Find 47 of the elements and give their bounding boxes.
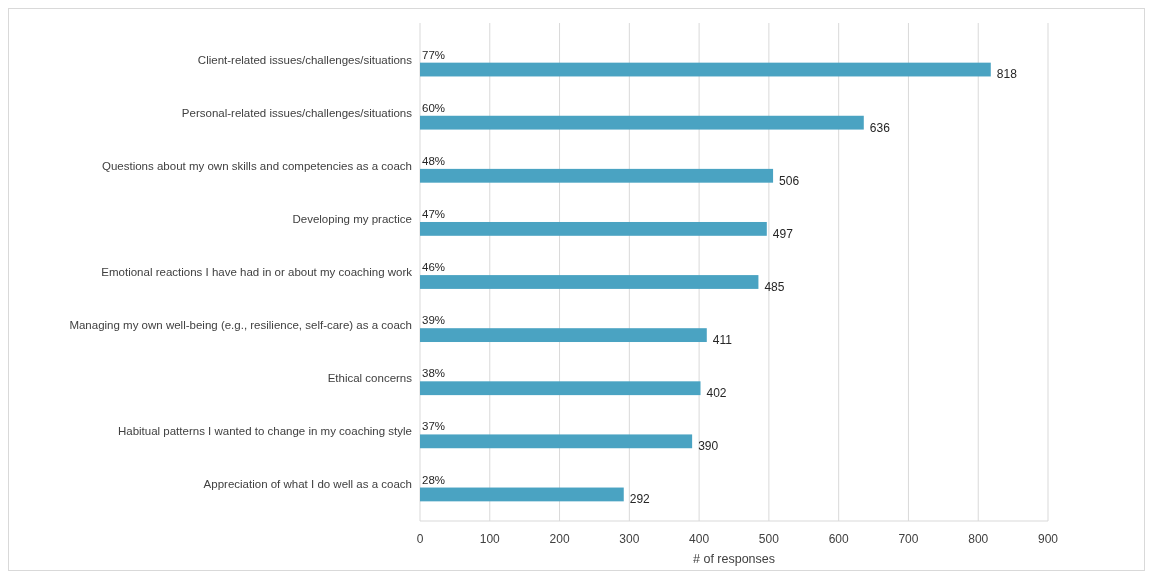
data-label: 292	[629, 492, 651, 507]
data-label: 818	[996, 67, 1018, 82]
x-tick-label: 200	[549, 532, 570, 546]
annotation: 46%	[422, 261, 446, 274]
y-tick-label: Managing my own well-being (e.g., resilience, self-care) as a coach	[69, 319, 412, 332]
data-label: 506	[779, 173, 800, 188]
y-tick-label: Ethical concerns	[327, 372, 413, 385]
annotation: 39%	[422, 314, 446, 327]
bar	[420, 221, 767, 236]
bar	[420, 115, 864, 130]
y-tick-label: Questions about my own skills and competencies as a coach	[101, 159, 412, 172]
data-label: 402	[706, 386, 727, 401]
bar	[420, 381, 701, 396]
annotation: 47%	[422, 207, 446, 220]
annotation: 77%	[422, 48, 446, 61]
x-tick-label: 500	[758, 532, 780, 546]
x-tick-label: 800	[968, 532, 989, 546]
bar	[420, 487, 624, 502]
y-tick-label: Client-related issues/challenges/situations	[197, 53, 413, 66]
annotation: 60%	[422, 101, 446, 114]
x-tick-label: 0	[416, 532, 424, 546]
y-tick-label: Developing my practice	[292, 212, 412, 225]
x-axis-title: # of responses	[693, 552, 775, 566]
bar	[420, 328, 707, 343]
y-tick-label: Appreciation of what I do well as a coach	[203, 478, 412, 491]
y-tick-label: Personal-related issues/challenges/situations	[181, 106, 413, 119]
x-tick-label: 600	[828, 532, 849, 546]
x-tick-label: 400	[689, 532, 710, 546]
x-tick-label: 700	[898, 532, 919, 546]
data-label: 636	[869, 120, 891, 135]
data-label: 497	[772, 226, 794, 241]
y-tick-label: Habitual patterns I wanted to change in my coaching style	[117, 425, 412, 438]
bar	[420, 168, 774, 183]
bar	[420, 62, 991, 77]
x-tick-label: 100	[479, 532, 501, 546]
annotation: 38%	[422, 367, 446, 380]
data-label: 411	[712, 333, 733, 348]
bar	[420, 275, 759, 289]
annotation: 37%	[422, 420, 446, 433]
bar	[420, 434, 693, 449]
y-tick-label: Emotional reactions I have had in or about my coaching work	[101, 266, 413, 278]
x-tick-label: 300	[619, 532, 640, 546]
data-label: 485	[764, 279, 785, 294]
annotation: 28%	[422, 473, 446, 486]
x-tick-label: 900	[1037, 532, 1059, 546]
annotation: 48%	[422, 154, 446, 167]
data-label: 390	[698, 439, 719, 454]
